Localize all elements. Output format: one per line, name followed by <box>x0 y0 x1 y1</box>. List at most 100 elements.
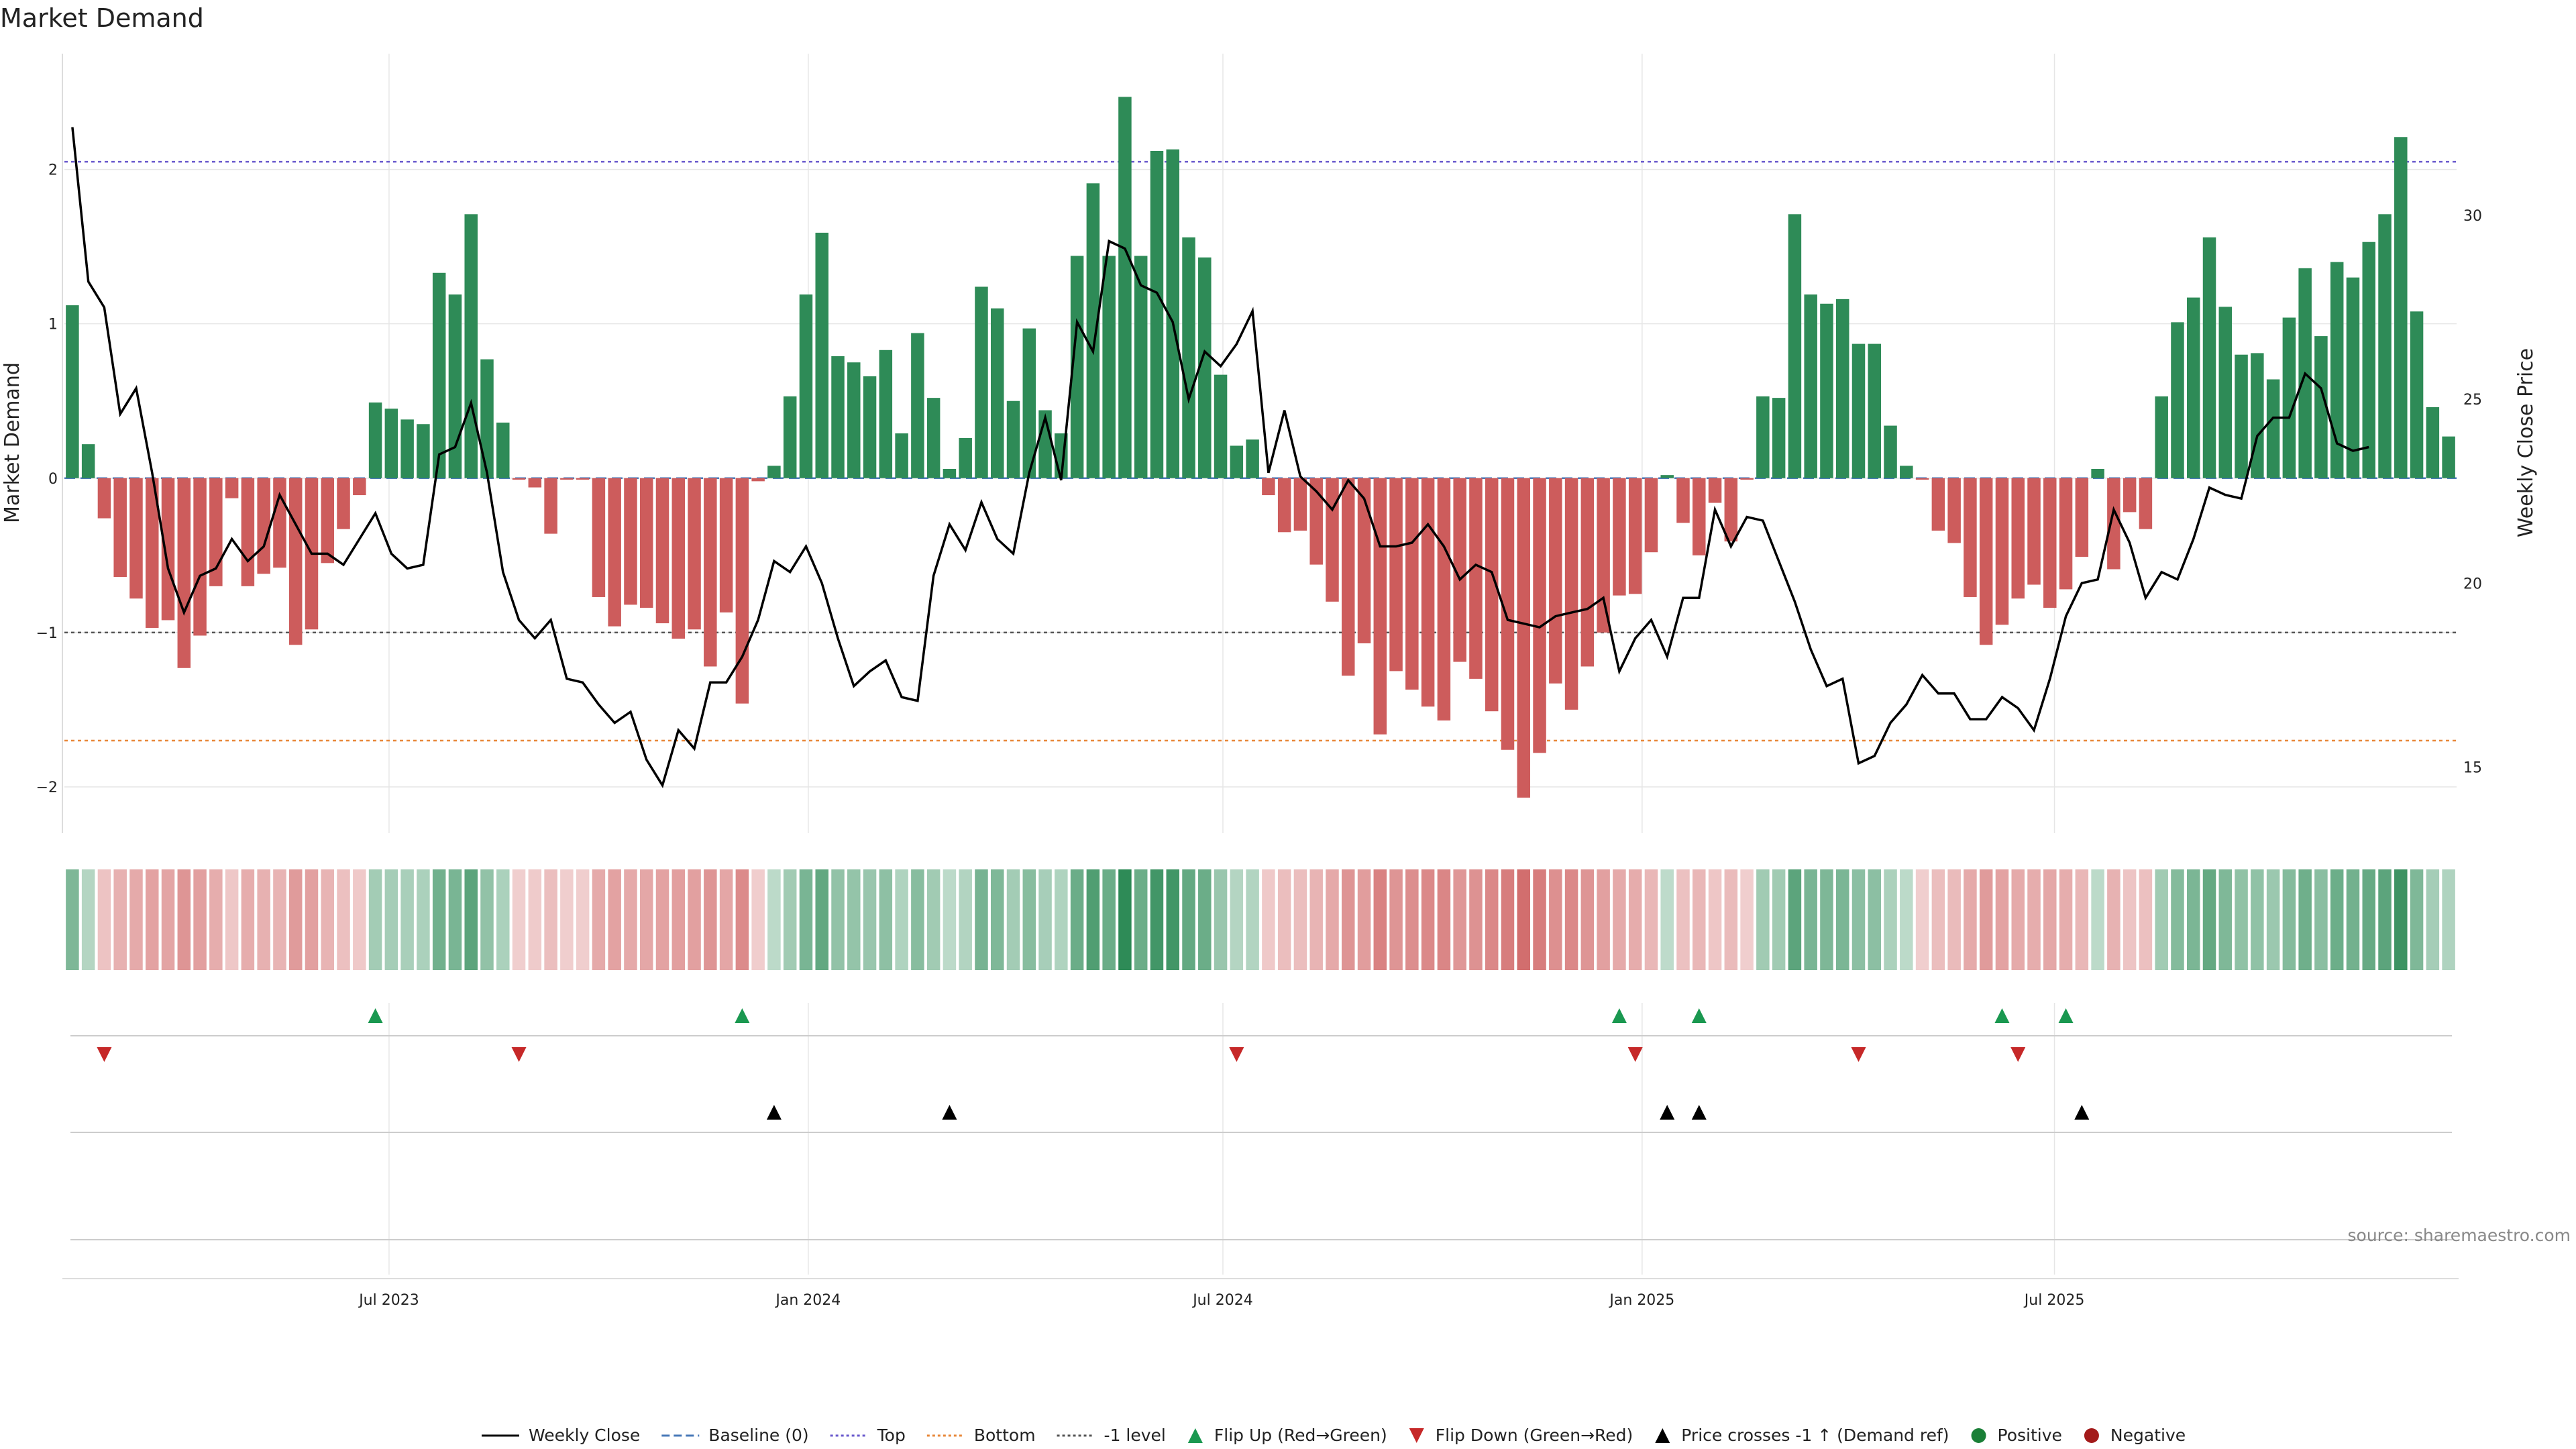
demand-bar <box>2266 379 2280 478</box>
demand-bar <box>990 308 1004 478</box>
heat-cell <box>1580 869 1595 970</box>
heat-cell <box>528 869 542 970</box>
heat-cell <box>608 869 621 970</box>
demand-bar <box>895 433 908 478</box>
heat-cell <box>2171 869 2184 970</box>
demand-bar <box>1373 478 1387 735</box>
demand-bar <box>225 478 239 498</box>
y-tick-label: −2 <box>36 780 58 796</box>
heat-cell <box>1198 869 1212 970</box>
legend-label: Flip Up (Red→Green) <box>1214 1426 1387 1445</box>
heat-cell <box>751 869 765 970</box>
demand-bar <box>1405 478 1419 690</box>
heat-cell <box>2442 869 2455 970</box>
demand-bar <box>943 468 957 478</box>
flip-up-marker <box>1611 1008 1627 1023</box>
heat-cell <box>704 869 717 970</box>
heat-cell <box>2091 869 2104 970</box>
demand-bar <box>1150 150 1164 478</box>
heat-cell <box>1772 869 1786 970</box>
demand-bar <box>2346 277 2360 478</box>
heat-cell <box>1373 869 1387 970</box>
demand-bar <box>1262 478 1275 496</box>
heat-cell <box>1277 869 1291 970</box>
legend-swatch <box>2084 1428 2099 1443</box>
demand-bar <box>209 478 223 586</box>
heat-cell <box>1102 869 1116 970</box>
heat-cell <box>592 869 606 970</box>
demand-bar <box>544 478 557 534</box>
y-tick-label: 2 <box>48 162 58 179</box>
demand-bar <box>1166 149 1179 478</box>
demand-bar <box>2107 478 2121 570</box>
demand-bar <box>975 286 988 478</box>
demand-bar <box>2218 307 2233 478</box>
demand-heat-strip <box>66 869 2455 970</box>
demand-bar <box>959 437 972 478</box>
legend-label: Baseline (0) <box>708 1426 808 1445</box>
demand-bar <box>1900 466 1913 478</box>
legend-label: Negative <box>2110 1426 2186 1445</box>
heat-cell <box>1549 869 1562 970</box>
heat-cell <box>1022 869 1036 970</box>
heat-cell <box>1421 869 1435 970</box>
legend-swatch <box>1971 1428 1986 1443</box>
source-note: source: sharemaestro.com <box>2348 1226 2571 1245</box>
heat-cell <box>2107 869 2121 970</box>
heat-cell <box>113 869 127 970</box>
heat-cell <box>624 869 637 970</box>
heat-cell <box>1182 869 1195 970</box>
heat-cell <box>1485 869 1499 970</box>
demand-bar <box>1915 478 1929 480</box>
demand-bar <box>1437 478 1451 721</box>
demand-bar <box>1342 478 1355 676</box>
x-tick-label: Jul 2023 <box>358 1292 419 1309</box>
demand-bar <box>1549 478 1562 684</box>
demand-bar <box>2362 241 2375 478</box>
demand-bar <box>464 214 478 478</box>
demand-bar <box>2123 478 2137 513</box>
demand-bar <box>560 478 574 480</box>
demand-bar <box>1788 214 1802 478</box>
demand-bar <box>1198 257 1212 478</box>
heat-cell <box>384 869 398 970</box>
heat-cell <box>576 869 590 970</box>
heat-cell <box>1293 869 1307 970</box>
demand-bar <box>2011 478 2025 599</box>
demand-bar <box>1389 478 1403 672</box>
heat-cell <box>2027 869 2041 970</box>
heat-cell <box>2426 869 2440 970</box>
heat-cell <box>1246 869 1259 970</box>
x-tick-label: Jan 2025 <box>1608 1292 1674 1309</box>
demand-bar <box>2394 137 2408 478</box>
heat-cell <box>2298 869 2312 970</box>
demand-bar <box>1835 299 1849 478</box>
y2-tick-label: 15 <box>2463 759 2482 776</box>
legend-label: Positive <box>1998 1426 2062 1445</box>
demand-bar <box>1756 396 1770 478</box>
price-cross-marker <box>2074 1105 2090 1120</box>
heat-cell <box>959 869 972 970</box>
heat-cell <box>1342 869 1355 970</box>
heat-cell <box>2378 869 2392 970</box>
legend-label: Top <box>877 1426 906 1445</box>
demand-bar <box>432 272 446 478</box>
demand-bar <box>2330 262 2344 478</box>
demand-bar <box>1182 237 1195 478</box>
demand-bar <box>1995 478 2009 625</box>
demand-bar <box>1644 478 1658 553</box>
flip-up-marker <box>1691 1008 1707 1023</box>
demand-bar <box>735 478 749 704</box>
heat-cell <box>2059 869 2073 970</box>
demand-bar <box>2075 478 2089 557</box>
heat-cell <box>2218 869 2233 970</box>
heat-cell <box>1915 869 1929 970</box>
demand-bar <box>528 478 542 488</box>
heat-cell <box>1900 869 1913 970</box>
demand-bar <box>1517 478 1531 798</box>
demand-bar <box>688 478 701 630</box>
demand-bar <box>1724 478 1738 542</box>
demand-bar <box>97 478 111 519</box>
heat-cell <box>2266 869 2280 970</box>
heat-cell <box>863 869 877 970</box>
